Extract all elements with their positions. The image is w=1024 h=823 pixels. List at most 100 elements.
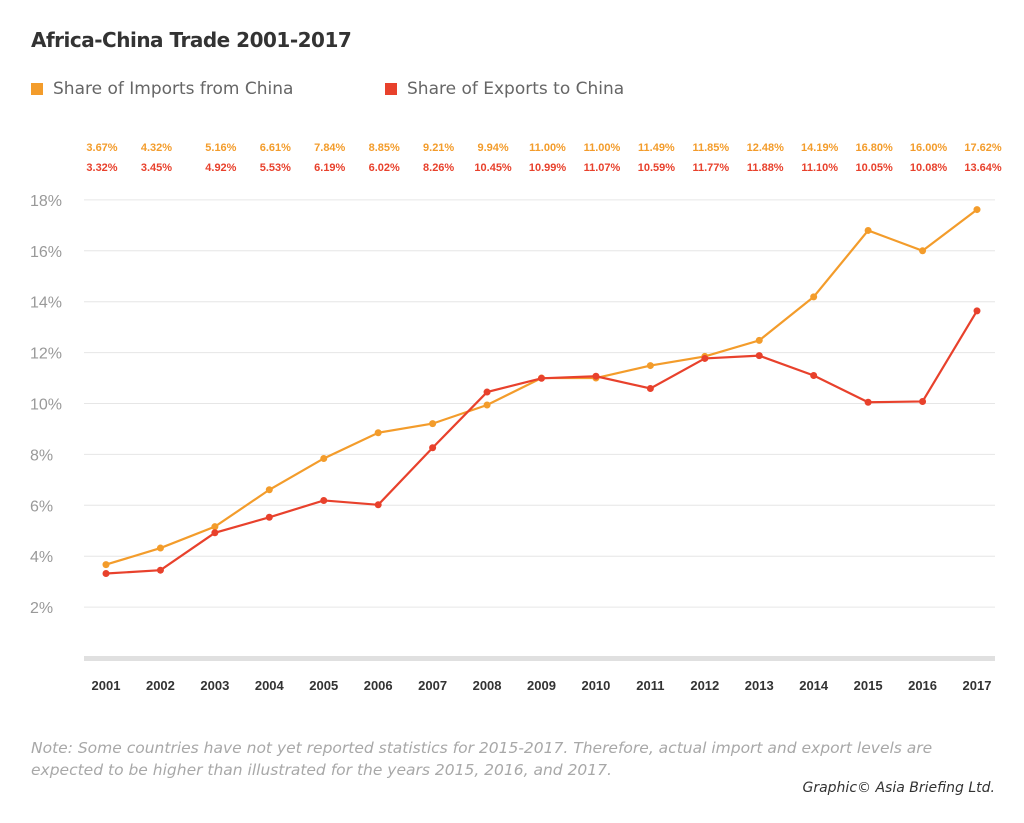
- x-tick-label: 2016: [908, 678, 937, 693]
- legend-swatch-exports: [385, 83, 397, 95]
- x-tick-label: 2009: [527, 678, 556, 693]
- data-point: [810, 372, 818, 380]
- data-point: [973, 307, 981, 315]
- data-point: [156, 544, 164, 552]
- x-tick-label: 2003: [200, 678, 229, 693]
- data-point: [429, 420, 437, 428]
- y-tick-label: 14%: [30, 295, 62, 312]
- data-label: 4.32%: [141, 142, 172, 154]
- x-tick-label: 2004: [255, 678, 285, 693]
- data-label: 3.32%: [86, 162, 117, 174]
- x-tick-label: 2010: [581, 678, 610, 693]
- data-label: 14.19%: [801, 142, 839, 154]
- x-tick-label: 2015: [854, 678, 883, 693]
- data-label: 9.94%: [477, 142, 508, 154]
- x-tick-label: 2005: [309, 678, 338, 693]
- x-tick-label: 2012: [690, 678, 719, 693]
- data-point: [701, 354, 709, 362]
- y-tick-label: 8%: [30, 447, 53, 464]
- x-tick-label: 2007: [418, 678, 447, 693]
- legend-item-exports: Share of Exports to China: [385, 79, 624, 99]
- credit: Graphic© Asia Briefing Ltd.: [802, 780, 995, 796]
- legend-label-exports: Share of Exports to China: [407, 79, 625, 99]
- data-point: [211, 523, 219, 531]
- footnote: Note: Some countries have not yet report…: [31, 739, 933, 779]
- data-label: 9.21%: [423, 142, 454, 154]
- data-label: 11.77%: [692, 162, 729, 174]
- y-tick-label: 10%: [30, 397, 62, 414]
- series-line-exports: [105, 310, 978, 575]
- data-point: [102, 561, 110, 569]
- data-point: [864, 226, 872, 234]
- data-label: 16.00%: [910, 142, 948, 154]
- data-point: [102, 570, 110, 578]
- data-label: 11.00%: [529, 142, 566, 154]
- data-label: 10.08%: [910, 162, 948, 174]
- data-label: 10.45%: [474, 162, 512, 174]
- data-label: 11.10%: [801, 162, 838, 174]
- data-label: 3.45%: [141, 162, 172, 174]
- y-tick-label: 12%: [30, 346, 62, 363]
- data-label: 10.05%: [855, 162, 893, 174]
- data-point: [320, 454, 328, 462]
- data-label: 11.85%: [692, 142, 729, 154]
- chart-title: Africa-China Trade 2001-2017: [31, 28, 352, 52]
- y-tick-label: 6%: [30, 498, 53, 515]
- data-point: [646, 384, 654, 392]
- data-label: 11.88%: [747, 162, 784, 174]
- x-tick-label: 2014: [799, 678, 829, 693]
- x-tick-label: 2013: [745, 678, 774, 693]
- data-point: [265, 513, 273, 521]
- y-tick-label: 16%: [30, 244, 62, 261]
- data-point: [374, 501, 382, 509]
- data-label: 5.16%: [205, 142, 236, 154]
- data-label: 7.84%: [314, 142, 345, 154]
- data-point: [810, 293, 818, 301]
- data-point: [265, 486, 273, 494]
- legend-label-imports: Share of Imports from China: [53, 79, 294, 99]
- data-label: 17.62%: [964, 142, 1002, 154]
- data-point: [864, 398, 872, 406]
- data-point: [429, 444, 437, 452]
- data-label: 6.61%: [260, 142, 291, 154]
- data-point: [483, 401, 491, 409]
- legend-item-imports: Share of Imports from China: [31, 79, 293, 99]
- data-point: [374, 429, 382, 437]
- data-label: 6.19%: [314, 162, 345, 174]
- data-point: [646, 362, 654, 370]
- x-tick-label: 2008: [473, 678, 502, 693]
- data-label: 11.07%: [584, 162, 621, 174]
- data-point: [919, 397, 927, 405]
- x-tick-label: 2017: [963, 678, 992, 693]
- data-label: 5.53%: [260, 162, 291, 174]
- x-tick-label: 2006: [364, 678, 393, 693]
- data-label: 8.26%: [423, 162, 454, 174]
- y-tick-label: 4%: [30, 549, 53, 566]
- x-tick-label: 2011: [636, 678, 664, 693]
- data-label: 13.64%: [964, 162, 1002, 174]
- data-label: 4.92%: [205, 162, 236, 174]
- data-label: 10.59%: [638, 162, 676, 174]
- data-point: [483, 388, 491, 396]
- x-tick-label: 2001: [92, 678, 121, 693]
- data-label: 3.67%: [86, 142, 117, 154]
- data-label: 10.99%: [529, 162, 567, 174]
- data-point: [211, 529, 219, 537]
- data-label: 11.49%: [638, 142, 675, 154]
- series-line-imports: [105, 208, 978, 566]
- x-axis: [84, 656, 995, 661]
- y-tick-label: 18%: [30, 193, 62, 210]
- data-point: [755, 352, 763, 360]
- data-point: [156, 566, 164, 574]
- data-point: [592, 372, 600, 380]
- data-point: [973, 206, 981, 214]
- data-label: 11.00%: [584, 142, 621, 154]
- x-tick-label: 2002: [146, 678, 175, 693]
- data-label: 12.48%: [747, 142, 785, 154]
- data-label: 8.85%: [369, 142, 400, 154]
- y-tick-label: 2%: [30, 600, 53, 617]
- data-point: [755, 336, 763, 344]
- data-point: [538, 374, 545, 382]
- data-point: [919, 247, 927, 255]
